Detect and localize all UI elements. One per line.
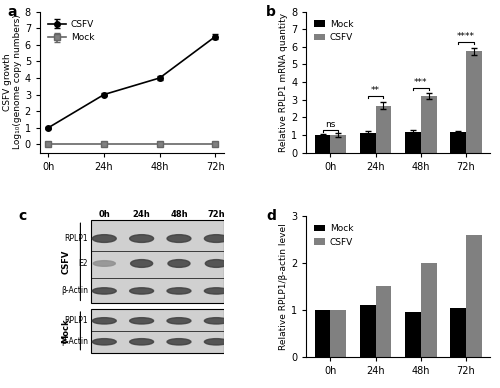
Bar bbox=[330, 310, 346, 357]
Ellipse shape bbox=[130, 288, 154, 294]
Ellipse shape bbox=[204, 235, 229, 242]
Bar bbox=[420, 96, 436, 152]
Bar bbox=[466, 51, 481, 152]
Ellipse shape bbox=[130, 235, 154, 242]
Bar bbox=[420, 263, 436, 357]
Bar bbox=[466, 235, 481, 357]
Text: Mock: Mock bbox=[61, 319, 70, 343]
Legend: CSFV, Mock: CSFV, Mock bbox=[44, 16, 98, 46]
Text: ns: ns bbox=[326, 120, 336, 129]
Ellipse shape bbox=[167, 235, 191, 242]
Text: 24h: 24h bbox=[133, 210, 150, 219]
Legend: Mock, CSFV: Mock, CSFV bbox=[311, 16, 357, 46]
Ellipse shape bbox=[167, 339, 191, 345]
Text: ****: **** bbox=[457, 32, 475, 41]
Text: d: d bbox=[266, 209, 276, 223]
Bar bbox=[360, 133, 376, 152]
Bar bbox=[330, 135, 346, 152]
Ellipse shape bbox=[92, 288, 116, 294]
Text: ***: *** bbox=[414, 78, 428, 87]
Ellipse shape bbox=[204, 288, 229, 294]
Text: 72h: 72h bbox=[208, 210, 225, 219]
Bar bbox=[450, 308, 466, 357]
Bar bbox=[314, 135, 330, 152]
Legend: Mock, CSFV: Mock, CSFV bbox=[311, 220, 357, 250]
Text: c: c bbox=[18, 209, 26, 223]
Text: RPLP1: RPLP1 bbox=[64, 316, 88, 325]
Ellipse shape bbox=[167, 288, 191, 294]
Ellipse shape bbox=[130, 260, 152, 267]
Text: **: ** bbox=[371, 86, 380, 95]
Y-axis label: Relative RPLP1/β-actin level: Relative RPLP1/β-actin level bbox=[280, 223, 288, 350]
Ellipse shape bbox=[168, 260, 190, 267]
Bar bbox=[360, 305, 376, 357]
Y-axis label: CSFV growth
Log₁₀(genome copy numbers): CSFV growth Log₁₀(genome copy numbers) bbox=[2, 15, 22, 149]
Ellipse shape bbox=[130, 318, 154, 324]
Bar bbox=[376, 106, 392, 152]
Text: b: b bbox=[266, 5, 276, 19]
Ellipse shape bbox=[204, 339, 229, 345]
Text: 0h: 0h bbox=[98, 210, 110, 219]
Ellipse shape bbox=[130, 339, 154, 345]
Text: β-Actin: β-Actin bbox=[61, 286, 88, 295]
Bar bbox=[314, 310, 330, 357]
Text: β-Actin: β-Actin bbox=[61, 337, 88, 346]
Bar bbox=[450, 132, 466, 152]
Text: CSFV: CSFV bbox=[61, 249, 70, 274]
Text: a: a bbox=[7, 5, 16, 19]
Ellipse shape bbox=[206, 260, 228, 267]
Ellipse shape bbox=[92, 318, 116, 324]
Ellipse shape bbox=[92, 235, 116, 242]
Text: E2: E2 bbox=[78, 259, 88, 268]
FancyBboxPatch shape bbox=[92, 309, 224, 353]
Ellipse shape bbox=[92, 339, 116, 345]
Ellipse shape bbox=[94, 261, 116, 266]
Text: RPLP1: RPLP1 bbox=[64, 234, 88, 243]
Text: 48h: 48h bbox=[170, 210, 188, 219]
Ellipse shape bbox=[167, 318, 191, 324]
Bar bbox=[405, 132, 420, 152]
Ellipse shape bbox=[204, 318, 229, 324]
FancyBboxPatch shape bbox=[92, 220, 224, 303]
Bar bbox=[376, 286, 392, 357]
Y-axis label: Relative RPLP1 mRNA quantity: Relative RPLP1 mRNA quantity bbox=[280, 12, 288, 152]
Bar bbox=[405, 312, 420, 357]
